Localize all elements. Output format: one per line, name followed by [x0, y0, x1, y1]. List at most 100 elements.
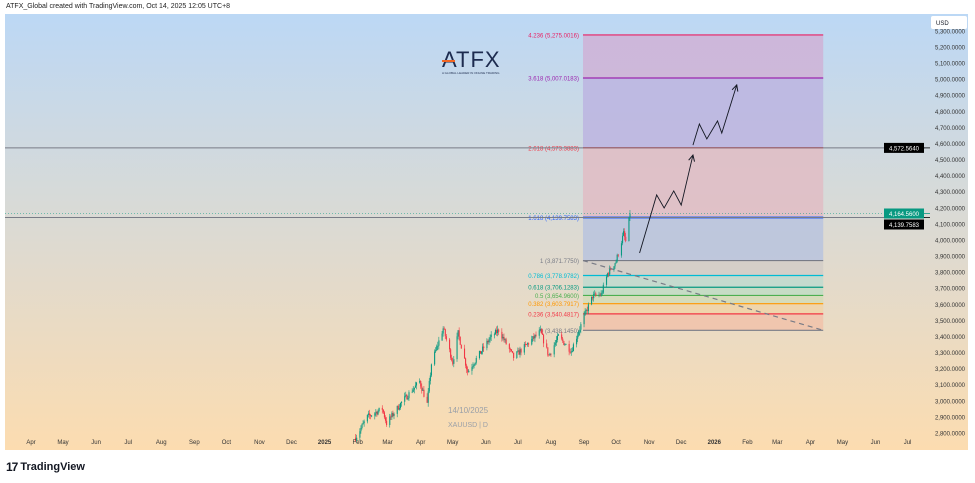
- time-tick-label: May: [447, 440, 458, 446]
- price-tick-label: 3,500.0000: [935, 319, 966, 325]
- candle-body: [371, 415, 373, 417]
- fib-extension[interactable]: 4.236 (5,275.0016) 3.618 (5,007.0183) 2.61…: [528, 33, 824, 335]
- time-tick-label: Aug: [156, 440, 167, 446]
- candle-body: [503, 336, 505, 341]
- time-tick-label: Feb: [742, 440, 753, 446]
- candle-body: [565, 343, 567, 345]
- candle-body: [584, 310, 586, 315]
- candles: [355, 210, 631, 444]
- fib-zone: [582, 313, 824, 331]
- candle-body: [473, 364, 475, 367]
- currency-label: USD: [936, 21, 949, 27]
- candle-body: [472, 366, 474, 368]
- fib-zone: [582, 217, 824, 261]
- candle-body: [579, 329, 581, 333]
- candle-body: [609, 268, 611, 275]
- fib-level-label: 2.618 (4,573.3883): [528, 146, 579, 152]
- price-tick-label: 4,700.0000: [935, 126, 966, 132]
- fib-zone: [582, 78, 824, 148]
- candle-body: [390, 416, 392, 418]
- time-tick-label: Jun: [91, 440, 101, 446]
- candle-body: [423, 389, 425, 397]
- candle-body: [502, 336, 504, 339]
- candle-body: [435, 350, 437, 352]
- dashed-trend-line[interactable]: [582, 260, 824, 331]
- fib-zone: [582, 303, 824, 314]
- candle-body: [475, 358, 477, 363]
- candle-body: [422, 389, 424, 391]
- time-tick-label: May: [57, 440, 68, 446]
- candle-body: [392, 412, 394, 416]
- candle-body: [363, 421, 365, 424]
- projection-arrow-path[interactable]: [692, 85, 737, 146]
- candle-body: [554, 342, 556, 346]
- candle-body: [614, 263, 616, 267]
- time-tick-label: Jul: [514, 440, 522, 446]
- candle-body: [467, 369, 469, 373]
- candle-body: [444, 329, 446, 337]
- candle-body: [586, 310, 588, 312]
- candle-body: [568, 343, 570, 352]
- price-tick-label: 4,100.0000: [935, 222, 966, 228]
- candle-body: [496, 329, 498, 334]
- candle-body: [629, 213, 631, 218]
- candle-body: [501, 331, 503, 339]
- candle-body: [542, 334, 545, 344]
- candle-body: [436, 346, 438, 351]
- time-tick-label: Mar: [382, 440, 392, 446]
- trend-line[interactable]: [582, 260, 824, 331]
- candle-body: [479, 350, 482, 354]
- price-tick-label: 4,400.0000: [935, 174, 966, 180]
- fib-zone: [582, 295, 824, 304]
- candle-body: [375, 411, 377, 414]
- candle-body: [517, 350, 519, 352]
- currency-box[interactable]: [931, 16, 967, 29]
- horizontal-lines[interactable]: [5, 147, 925, 218]
- projection-paths[interactable]: [639, 85, 737, 254]
- candle-body: [389, 416, 391, 425]
- price-tick-label: 2,800.0000: [935, 431, 966, 437]
- candle-body: [504, 339, 506, 341]
- candle-body: [381, 407, 383, 410]
- candle-body: [615, 261, 617, 264]
- candle-body: [450, 349, 452, 358]
- price-tick-label: 3,200.0000: [935, 367, 966, 373]
- tradingview-logo[interactable]: 17 TradingView: [6, 460, 85, 474]
- candle-body: [583, 314, 585, 325]
- candle-body: [510, 349, 513, 352]
- chart-background: [5, 14, 968, 450]
- candle-body: [516, 351, 518, 359]
- candle-body: [513, 352, 515, 359]
- candle-body: [430, 364, 432, 376]
- watermark: ATFX A GLOBAL LEADER IN ONLINE TRADING 1…: [442, 47, 501, 429]
- candle-body: [564, 344, 566, 346]
- candle-body: [535, 334, 537, 336]
- price-tick-label: 3,300.0000: [935, 351, 966, 357]
- time-axis[interactable]: Apr May Jun Jul Aug Sep Oct Nov Dec 2025 Feb Mar Apr…: [26, 440, 911, 446]
- candle-body: [453, 359, 455, 364]
- price-axis[interactable]: 5,300.0000 5,200.0000 5,100.0000 5,000.0000…: [935, 29, 966, 437]
- atfx-logo: ATFX: [442, 47, 501, 72]
- candle-body: [404, 396, 406, 402]
- candle-body: [397, 405, 399, 410]
- fib-level-label: 0 (3,438.1450): [540, 329, 579, 335]
- candle-body: [420, 381, 422, 387]
- price-tick-label: 5,200.0000: [935, 46, 966, 52]
- candle-body: [625, 236, 627, 242]
- candle-body: [396, 405, 398, 414]
- time-tick-label: Sep: [579, 440, 590, 446]
- candle-body: [585, 310, 587, 311]
- projection-arrow-path[interactable]: [639, 155, 693, 254]
- candle-body: [460, 344, 462, 349]
- candle-body: [482, 346, 484, 352]
- price-marker-label: 4,139.7583: [889, 223, 920, 229]
- candle-body: [374, 413, 376, 416]
- time-tick-label: Jul: [904, 440, 912, 446]
- candle-body: [591, 296, 593, 305]
- candle-body: [445, 336, 447, 340]
- candle-body: [595, 293, 597, 296]
- candle-body: [400, 401, 403, 404]
- candle-body: [412, 389, 414, 392]
- price-tick-label: 5,100.0000: [935, 62, 966, 68]
